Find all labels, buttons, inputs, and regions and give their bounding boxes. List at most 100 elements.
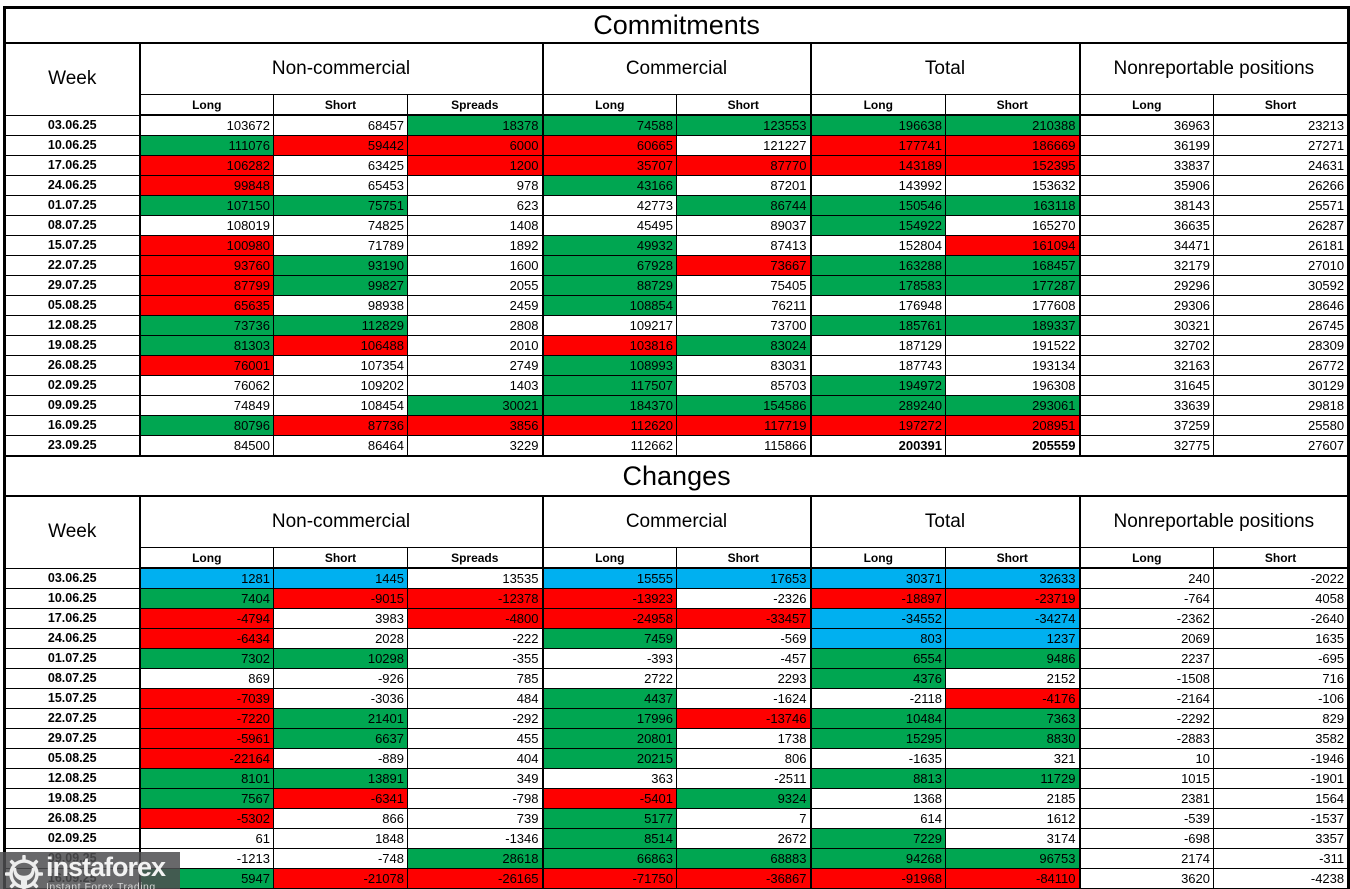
value-cell: -13746	[676, 708, 811, 729]
value-cell: 165270	[945, 215, 1080, 236]
value-cell: 94268	[809, 848, 946, 869]
changes-body: 03.06.25 1281 1445 13535 15555 17653 30371 3263…	[4, 567, 1350, 889]
col-c-long: Long	[541, 547, 677, 569]
value-cell: 67928	[541, 255, 677, 276]
value-cell: 107150	[138, 195, 274, 216]
week-cell: 15.07.25	[4, 688, 140, 709]
value-cell: 143189	[809, 155, 946, 176]
value-cell: 74825	[273, 215, 408, 236]
value-cell: 2672	[676, 828, 811, 849]
value-cell: -2292	[1078, 708, 1214, 729]
col-c-long: Long	[541, 94, 677, 116]
value-cell: 3357	[1212, 828, 1350, 849]
value-cell: 29296	[1078, 275, 1214, 296]
col-nr-short: Short	[1212, 547, 1350, 569]
table-row: 29.07.25 87799 99827 2055 88729 75405 178583 17…	[4, 275, 1350, 296]
value-cell: 205559	[945, 435, 1080, 457]
group-commercial: Commercial	[541, 495, 811, 548]
value-cell: 27271	[1212, 135, 1350, 156]
value-cell: 189337	[945, 315, 1080, 336]
value-cell: 42773	[541, 195, 677, 216]
value-cell: 186669	[945, 135, 1080, 156]
value-cell: 15295	[809, 728, 946, 749]
watermark-tagline: Instant Forex Trading	[46, 881, 156, 889]
value-cell: -695	[1212, 648, 1350, 669]
value-cell: 163118	[945, 195, 1080, 216]
value-cell: -2640	[1212, 608, 1350, 629]
changes-title: Changes	[3, 455, 1350, 497]
value-cell: 11729	[945, 768, 1080, 789]
value-cell: 2174	[1078, 848, 1214, 869]
col-t-short: Short	[945, 547, 1080, 569]
value-cell: -26165	[407, 868, 543, 889]
value-cell: 1600	[407, 255, 543, 276]
value-cell: 187129	[809, 335, 946, 356]
value-cell: 98938	[273, 295, 408, 316]
value-cell: 108854	[541, 295, 677, 316]
value-cell: -1901	[1212, 768, 1350, 789]
value-cell: 803	[809, 628, 946, 649]
value-cell: 73736	[138, 315, 274, 336]
week-cell: 08.07.25	[4, 668, 140, 689]
table-row: 01.07.25 107150 75751 623 42773 86744 150546 16…	[4, 195, 1350, 216]
value-cell: 32775	[1078, 435, 1214, 457]
value-cell: -2362	[1078, 608, 1214, 629]
value-cell: 168457	[945, 255, 1080, 276]
value-cell: 106488	[273, 335, 408, 356]
value-cell: 455	[407, 728, 543, 749]
value-cell: 293061	[945, 395, 1080, 416]
cot-report: Commitments Week Non-commercial Commerci…	[0, 6, 1350, 889]
value-cell: 3983	[273, 608, 408, 629]
week-cell: 24.06.25	[4, 175, 140, 196]
value-cell: 86744	[676, 195, 811, 216]
table-row: 08.07.25 869 -926 785 2722 2293 4376 2152 -1508 7…	[4, 668, 1350, 689]
value-cell: 6000	[407, 135, 543, 156]
value-cell: -71750	[541, 868, 677, 889]
sub-header-row: Long Short Spreads Long Short Long Short…	[5, 94, 1350, 116]
value-cell: 7459	[541, 628, 677, 649]
value-cell: 4437	[541, 688, 677, 709]
value-cell: -311	[1212, 848, 1350, 869]
value-cell: -13923	[541, 588, 677, 609]
col-nc-short: Short	[273, 547, 408, 569]
value-cell: 484	[407, 688, 543, 709]
value-cell: 32633	[945, 567, 1080, 589]
group-nonreportable: Nonreportable positions	[1078, 495, 1350, 548]
value-cell: 32163	[1078, 355, 1214, 376]
value-cell: 1738	[676, 728, 811, 749]
value-cell: -798	[407, 788, 543, 809]
value-cell: 74588	[541, 114, 677, 136]
value-cell: 193134	[945, 355, 1080, 376]
value-cell: -3036	[273, 688, 408, 709]
value-cell: 9486	[945, 648, 1080, 669]
value-cell: 739	[407, 808, 543, 829]
value-cell: 6554	[809, 648, 946, 669]
value-cell: 1237	[945, 628, 1080, 649]
value-cell: 177741	[809, 135, 946, 156]
value-cell: 73700	[676, 315, 811, 336]
table-row: 02.09.25 76062 109202 1403 117507 85703 194972…	[4, 375, 1350, 396]
value-cell: 829	[1212, 708, 1350, 729]
week-cell: 10.06.25	[4, 588, 140, 609]
value-cell: -4794	[138, 608, 274, 629]
value-cell: 13891	[273, 768, 408, 789]
value-cell: 18378	[407, 114, 543, 136]
value-cell: 29818	[1212, 395, 1350, 416]
watermark-text: instaforex Instant Forex Trading	[46, 854, 166, 889]
value-cell: -2511	[676, 768, 811, 789]
value-cell: -926	[273, 668, 408, 689]
col-nr-short: Short	[1212, 94, 1350, 116]
value-cell: 806	[676, 748, 811, 769]
value-cell: 75405	[676, 275, 811, 296]
value-cell: 17653	[676, 567, 811, 589]
value-cell: 87413	[676, 235, 811, 256]
value-cell: 2028	[273, 628, 408, 649]
value-cell: 76062	[138, 375, 274, 396]
value-cell: 88729	[541, 275, 677, 296]
value-cell: 163288	[809, 255, 946, 276]
value-cell: 154586	[676, 395, 811, 416]
value-cell: 112662	[541, 435, 677, 457]
table-row: 24.06.25 -6434 2028 -222 7459 -569 803 1237 2069…	[4, 628, 1350, 649]
value-cell: 36199	[1078, 135, 1214, 156]
value-cell: 154922	[809, 215, 946, 236]
